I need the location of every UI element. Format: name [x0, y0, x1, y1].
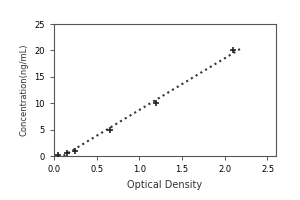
X-axis label: Optical Density: Optical Density	[128, 180, 202, 190]
Y-axis label: Concentration(ng/mL): Concentration(ng/mL)	[20, 44, 29, 136]
